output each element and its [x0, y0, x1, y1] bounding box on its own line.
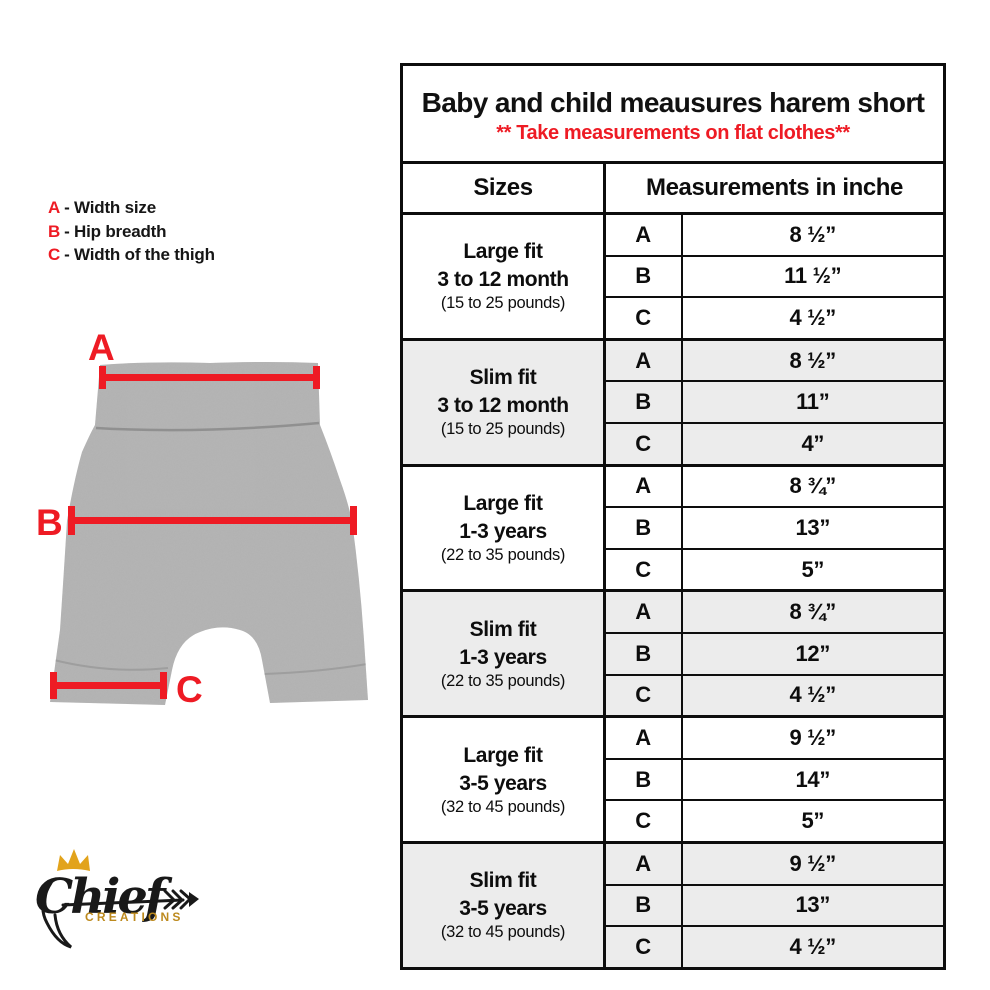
size-group-label: Large fit 3 to 12 month (15 to 25 pounds… — [400, 212, 606, 341]
measure-value: 8 ½” — [680, 211, 946, 257]
measure-value: 12” — [680, 631, 946, 676]
legend-letter-c: C — [48, 245, 61, 264]
measure-key: B — [603, 757, 683, 802]
measure-key: B — [603, 380, 683, 424]
table-row: B 11 ½” — [402, 254, 946, 299]
logo-script: Chief — [35, 869, 173, 925]
measure-value: 13” — [680, 883, 946, 928]
measure-value: 8 ¾” — [680, 589, 946, 634]
measure-key: A — [603, 337, 683, 383]
measure-value: 8 ¾” — [680, 463, 946, 509]
table-row: B 13” — [402, 506, 946, 550]
legend-text-b: - Hip breadth — [64, 221, 167, 241]
measure-value: 9 ½” — [680, 840, 946, 886]
table-row: C 4 ½” — [402, 296, 946, 341]
measure-key: C — [603, 799, 683, 844]
measure-key: C — [603, 925, 683, 970]
table-row: B 13” — [402, 883, 946, 928]
measure-key: C — [603, 296, 683, 341]
measure-legend: A- Width size B- Hip breadth C- Width of… — [48, 196, 215, 267]
shorts-silhouette — [50, 362, 368, 705]
legend-item-b: B- Hip breadth — [48, 220, 215, 244]
measure-value: 4” — [680, 421, 946, 467]
harem-shorts-diagram: A B C — [36, 330, 368, 710]
table-row: B 11” — [402, 380, 946, 424]
measure-key: B — [603, 254, 683, 299]
measure-key: A — [603, 715, 683, 760]
measure-value: 4 ½” — [680, 296, 946, 341]
legend-item-c: C- Width of the thigh — [48, 243, 215, 267]
table-subtitle: ** Take measurements on flat clothes** — [496, 122, 850, 144]
measure-a-label: A — [88, 330, 114, 368]
measure-value: 13” — [680, 506, 946, 550]
crown-icon — [57, 849, 90, 871]
table-row: B 12” — [402, 631, 946, 676]
legend-item-a: A- Width size — [48, 196, 215, 220]
table-row: C 4” — [402, 421, 946, 467]
measure-key: B — [603, 883, 683, 928]
table-row: Large fit 3 to 12 month (15 to 25 pounds… — [400, 211, 946, 341]
table-row: Slim fit 3 to 12 month (15 to 25 pounds)… — [400, 337, 946, 467]
measure-key: B — [603, 631, 683, 676]
size-group-label: Large fit 1-3 years (22 to 35 pounds) — [400, 463, 606, 592]
col-header-measurements: Measurements in inche — [603, 161, 946, 215]
table-row: Large fit 3-5 years (32 to 45 pounds) A … — [400, 715, 946, 844]
measure-b-label: B — [36, 502, 62, 543]
table-row: Slim fit 1-3 years (22 to 35 pounds) A 8… — [400, 589, 946, 718]
measure-key: A — [603, 589, 683, 634]
measure-value: 11” — [680, 380, 946, 424]
measure-value: 4 ½” — [680, 673, 946, 718]
measure-value: 8 ½” — [680, 337, 946, 383]
table-title: Baby and child meausures harem short — [421, 87, 925, 118]
legend-text-a: - Width size — [64, 198, 156, 217]
table-row: C 5” — [402, 547, 946, 592]
legend-text-c: - Width of the thigh — [64, 245, 215, 264]
logo-word: CREATIONS — [85, 910, 184, 924]
size-group-label: Large fit 3-5 years (32 to 45 pounds) — [400, 715, 606, 844]
measure-c: C — [50, 669, 203, 710]
measure-value: 9 ½” — [680, 715, 946, 760]
measure-key: A — [603, 463, 683, 509]
table-row: B 14” — [402, 757, 946, 802]
measure-a: A — [88, 330, 320, 389]
measure-b: B — [36, 502, 357, 543]
size-chart-table: Baby and child meausures harem short ** … — [400, 63, 947, 970]
table-row: C 4 ½” — [402, 673, 946, 718]
legend-letter-a: A — [48, 198, 61, 217]
legend-letter-b: B — [48, 221, 61, 241]
size-group-label: Slim fit 1-3 years (22 to 35 pounds) — [400, 589, 606, 718]
arrow-icon — [61, 889, 199, 910]
measure-value: 5” — [680, 799, 946, 844]
measure-key: A — [603, 840, 683, 886]
measure-value: 11 ½” — [680, 254, 946, 299]
table-title-row: Baby and child meausures harem short ** … — [400, 63, 946, 164]
table-header-row: Sizes Measurements in inche — [400, 161, 946, 215]
measure-value: 14” — [680, 757, 946, 802]
size-group-label: Slim fit 3-5 years (32 to 45 pounds) — [400, 840, 606, 970]
table-row: Slim fit 3-5 years (32 to 45 pounds) A 9… — [400, 840, 946, 970]
logo-flourish — [41, 881, 73, 949]
brand-logo: Chief CREATIONS — [35, 849, 199, 949]
measure-key: C — [603, 421, 683, 467]
table-row: C 5” — [402, 799, 946, 844]
measure-c-label: C — [176, 669, 202, 710]
measure-key: B — [603, 506, 683, 550]
table-row: C 4 ½” — [402, 925, 946, 970]
size-group-label: Slim fit 3 to 12 month (15 to 25 pounds) — [400, 337, 606, 467]
table-row: Large fit 1-3 years (22 to 35 pounds) A … — [400, 463, 946, 592]
measure-value: 4 ½” — [680, 925, 946, 970]
measure-key: C — [603, 673, 683, 718]
measure-value: 5” — [680, 547, 946, 592]
measure-key: A — [603, 211, 683, 257]
col-header-sizes: Sizes — [400, 161, 606, 215]
measure-key: C — [603, 547, 683, 592]
